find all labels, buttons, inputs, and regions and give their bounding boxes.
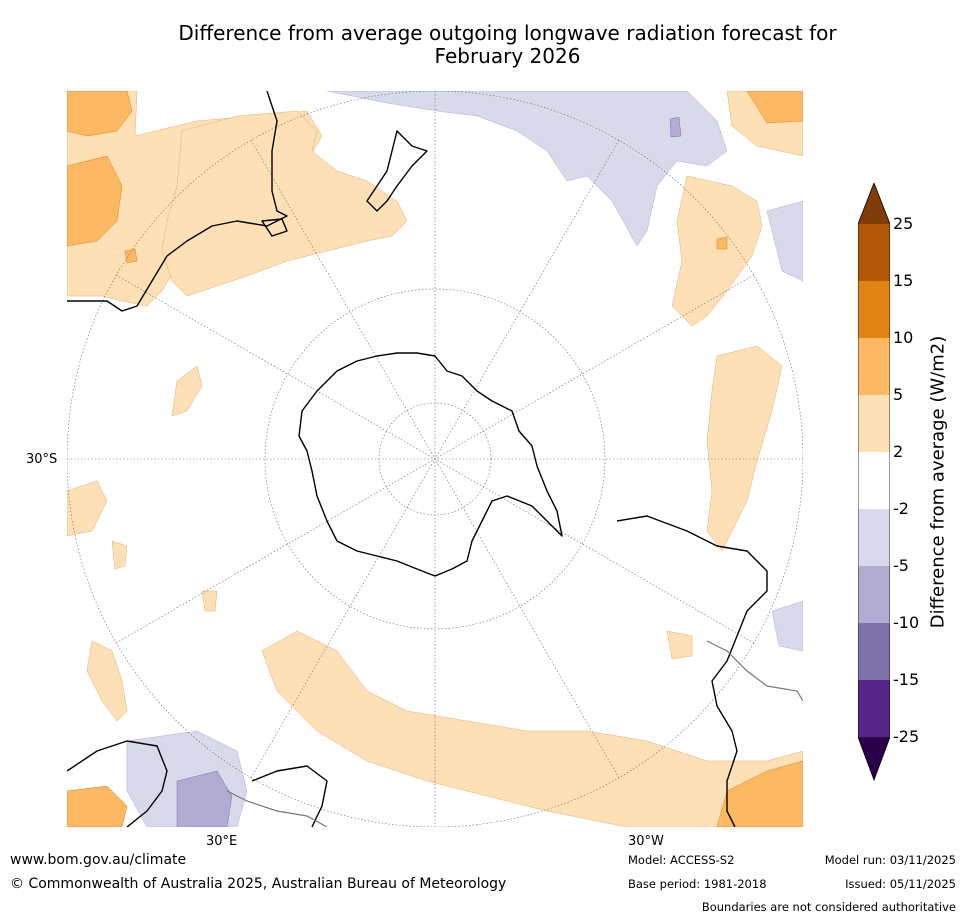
negative-region-east [766, 200, 803, 282]
title-line-2: February 2026 [434, 44, 581, 68]
anomaly-region-small-3 [111, 540, 128, 570]
anomaly-region-small-1 [171, 365, 203, 417]
strong-positive-australia-west [67, 155, 123, 247]
colorbar-tick-2: 2 [893, 442, 904, 461]
colorbar-tick-m5: -5 [893, 556, 909, 575]
strong-positive-spot-2 [124, 248, 138, 264]
colorbar-segment-5-10 [858, 338, 890, 395]
colorbar-segment-m15-m10 [858, 623, 890, 680]
strong-positive-top-left [67, 91, 133, 137]
anomaly-region-indian-ocean [86, 640, 128, 722]
website-link[interactable]: www.bom.gov.au/climate [10, 852, 187, 868]
coastline-new-zealand [366, 130, 428, 212]
coastline-madagascar [251, 765, 328, 827]
anomaly-region-small-5 [201, 590, 218, 612]
colorbar-segment-neutral [858, 452, 890, 509]
anomaly-region-south-atlantic-band [261, 630, 803, 827]
colorbar-segment-15-25 [858, 224, 890, 281]
moderate-negative-anomaly [176, 116, 682, 827]
anomaly-region-small-4 [666, 630, 693, 660]
colorbar-title: Difference from average (W/m2) [927, 335, 949, 629]
base-period: Base period: 1981-2018 [628, 877, 767, 891]
colorbar-segment-2-5 [858, 395, 890, 452]
colorbar-outline [858, 183, 890, 781]
colorbar-segment-m25-m15 [858, 680, 890, 737]
strong-positive-spot [716, 236, 728, 250]
model-name: Model: ACCESS-S2 [628, 853, 735, 867]
colorbar [858, 183, 890, 781]
coastline-australia [67, 91, 288, 312]
colorbar-tick-m2: -2 [893, 499, 909, 518]
latitude-label-30s: 30°S [26, 452, 58, 467]
colorbar-segment-m5-m2 [858, 509, 890, 566]
disclaimer: Boundaries are not considered authoritat… [701, 900, 956, 914]
coastline-tasmania [261, 218, 288, 237]
longitude-label-30w: 30°W [628, 834, 664, 849]
colorbar-tick-m15: -15 [893, 670, 920, 689]
colorbar-segment-m10-m5 [858, 566, 890, 623]
longitude-label-30e: 30°E [206, 834, 238, 849]
moderate-negative-bottom-left [176, 770, 233, 827]
anomaly-region-small-2 [67, 480, 108, 537]
strong-positive-bottom-right [716, 760, 803, 827]
colorbar-tick-m25: -25 [893, 727, 920, 746]
strong-positive-top-right [746, 91, 803, 124]
coastline-south-america [616, 515, 768, 827]
polar-map [67, 91, 803, 827]
colorbar-tick-10: 10 [893, 328, 914, 347]
negative-region-north-pacific [326, 91, 728, 247]
colorbar-tick-15: 15 [893, 271, 914, 290]
latitude-circle-60s [264, 288, 606, 630]
issued-date: Issued: 05/11/2025 [845, 877, 956, 891]
colorbar-extend-min [858, 737, 890, 780]
boundary-africa [226, 790, 328, 827]
chart-title: Difference from average outgoing longwav… [150, 22, 865, 68]
anomaly-region-tasman [161, 110, 408, 297]
coastlines [67, 91, 768, 827]
colorbar-segment-10-15 [858, 281, 890, 338]
colorbar-tick-m10: -10 [893, 613, 920, 632]
land-boundaries [226, 640, 803, 827]
strong-positive-bottom-left [67, 785, 128, 827]
coastline-africa [67, 740, 168, 827]
colorbar-extend-max [858, 183, 890, 224]
coastline-antarctica [298, 352, 563, 577]
model-run: Model run: 03/11/2025 [824, 853, 956, 867]
graticule [67, 91, 803, 827]
title-line-1: Difference from average outgoing longwav… [178, 21, 837, 45]
copyright: © Commonwealth of Australia 2025, Austra… [10, 876, 507, 892]
strong-positive-anomaly [67, 91, 803, 827]
anomaly-region-east-pacific [706, 345, 783, 552]
boundary-south-america [706, 640, 803, 702]
moderate-negative-spot-pacific [669, 116, 682, 138]
negative-region-right-edge [771, 600, 803, 652]
colorbar-tick-25: 25 [893, 214, 914, 233]
meridian-150 [250, 139, 620, 779]
colorbar-tick-5: 5 [893, 385, 904, 404]
anomaly-region-south-pacific-band [671, 175, 763, 327]
